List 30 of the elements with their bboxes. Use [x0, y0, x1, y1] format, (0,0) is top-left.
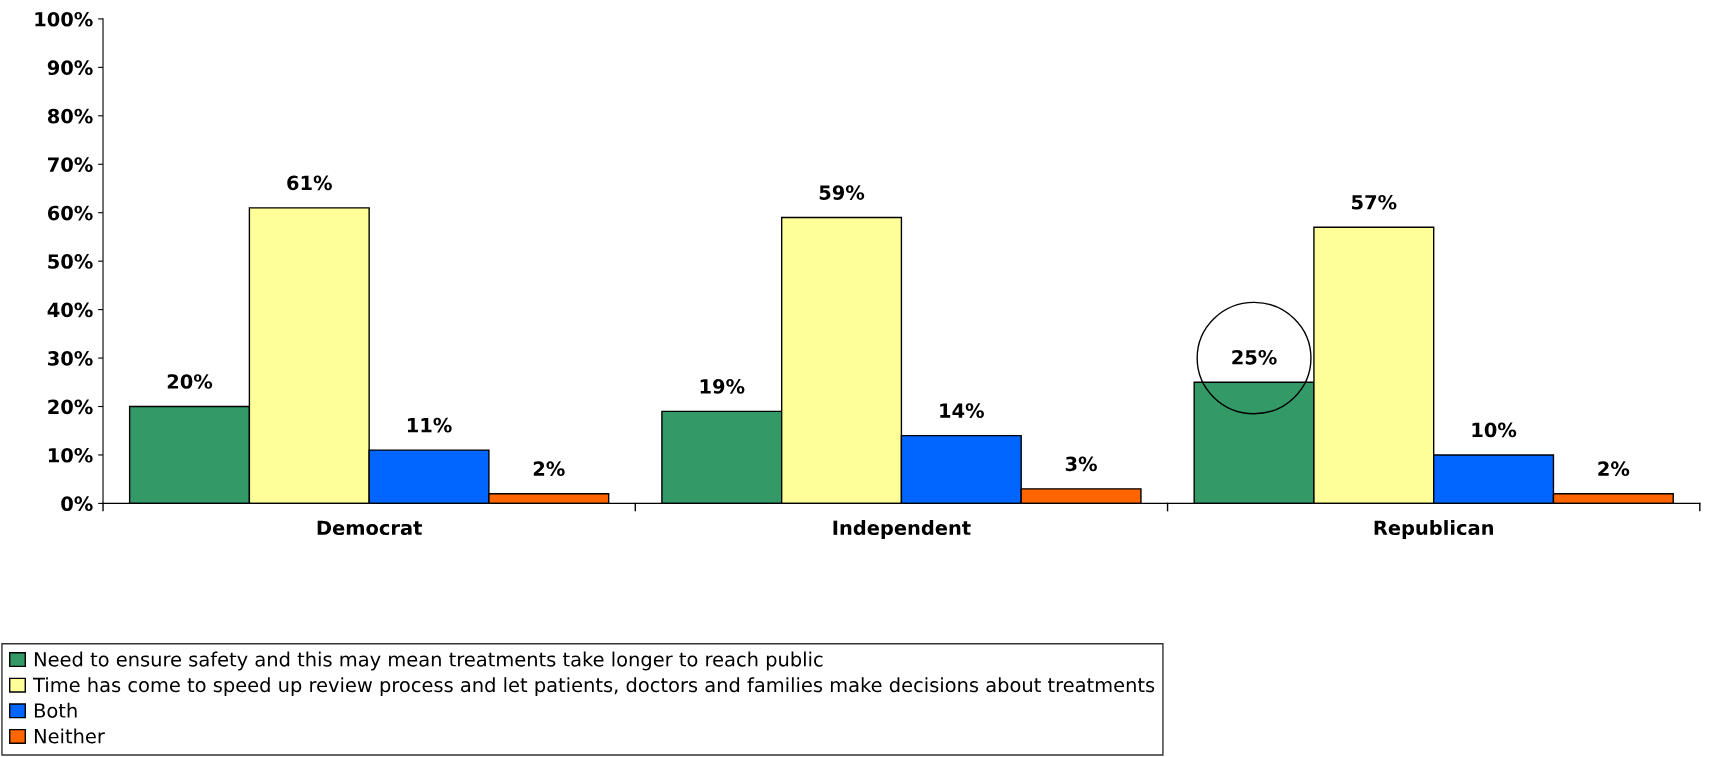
data-label: 59% — [819, 185, 865, 200]
data-label: 14% — [940, 403, 984, 418]
y-tick-label: 40% — [47, 302, 93, 318]
x-tick-label: Independent — [833, 520, 971, 539]
x-tick-label: Democrat — [317, 520, 422, 536]
data-label: 61% — [287, 175, 332, 191]
y-tick-label: 70% — [48, 157, 93, 172]
legend-label: Both — [34, 702, 77, 718]
data-label: 19% — [700, 378, 745, 394]
data-label: 10% — [1472, 422, 1517, 438]
y-tick-label: 60% — [47, 205, 93, 221]
data-label: 11% — [407, 417, 452, 433]
y-tick-label: 50% — [48, 254, 93, 269]
data-label: 25% — [1232, 349, 1277, 365]
data-label: 2% — [533, 461, 565, 477]
data-label: 2% — [1598, 461, 1630, 477]
y-tick-label: 100% — [35, 11, 93, 27]
y-tick-label: 80% — [47, 108, 93, 124]
data-label: 57% — [1352, 194, 1397, 210]
y-tick-label: 20% — [48, 399, 93, 415]
data-label: 3% — [1065, 456, 1097, 472]
y-tick-label: 0% — [61, 496, 93, 512]
y-tick-label: 90% — [47, 60, 93, 76]
legend-label: Need to ensure safety and this may mean treatments take longer to reach public — [34, 651, 823, 671]
legend-label: Neither — [34, 728, 105, 744]
legend-label: Time has come to speed up review process and let patients, doctors and families make decisions about treatments — [33, 677, 1155, 697]
y-tick-label: 10% — [48, 447, 93, 463]
y-tick-label: 30% — [48, 351, 93, 366]
x-tick-label: Republican — [1374, 520, 1494, 539]
data-label: 20% — [167, 374, 213, 389]
